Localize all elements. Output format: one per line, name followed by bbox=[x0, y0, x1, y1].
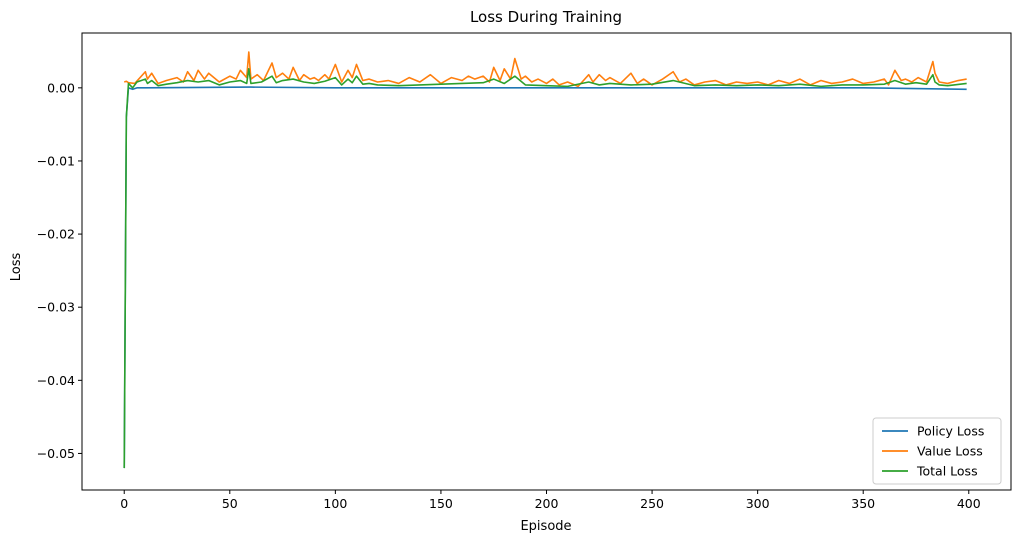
x-tick-label: 350 bbox=[851, 496, 875, 511]
legend-label-value-loss: Value Loss bbox=[917, 444, 983, 459]
chart-title: Loss During Training bbox=[470, 8, 622, 26]
y-tick-label: −0.05 bbox=[37, 446, 75, 461]
x-tick-label: 150 bbox=[429, 496, 453, 511]
y-axis-label: Loss bbox=[9, 253, 24, 282]
legend-label-total-loss: Total Loss bbox=[916, 464, 978, 479]
legend: Policy Loss Value Loss Total Loss bbox=[872, 417, 1002, 485]
legend-label-policy-loss: Policy Loss bbox=[917, 424, 984, 439]
y-tick-label: −0.01 bbox=[37, 153, 75, 168]
x-tick-label: 400 bbox=[957, 496, 981, 511]
y-tick-label: −0.03 bbox=[37, 300, 75, 315]
y-tick-label: 0.00 bbox=[47, 80, 75, 95]
plot-frame bbox=[81, 32, 1012, 491]
x-axis-label: Episode bbox=[520, 519, 571, 534]
x-tick-label: 250 bbox=[640, 496, 664, 511]
y-axis: 0.00 −0.01 −0.02 −0.03 −0.04 −0.05 bbox=[37, 80, 82, 461]
y-tick-label: −0.04 bbox=[37, 373, 75, 388]
total-loss-line bbox=[123, 68, 967, 469]
x-tick-label: 0 bbox=[120, 496, 128, 511]
legend-box bbox=[872, 417, 1002, 485]
policy-loss-line bbox=[123, 86, 967, 469]
x-tick-label: 50 bbox=[222, 496, 238, 511]
value-loss-line bbox=[123, 51, 967, 88]
series-group bbox=[123, 51, 967, 469]
x-tick-label: 100 bbox=[323, 496, 347, 511]
x-tick-label: 300 bbox=[746, 496, 770, 511]
y-tick-label: −0.02 bbox=[37, 227, 75, 242]
x-axis: 0 50 100 150 200 250 300 350 400 bbox=[120, 490, 981, 511]
x-tick-label: 200 bbox=[535, 496, 559, 511]
